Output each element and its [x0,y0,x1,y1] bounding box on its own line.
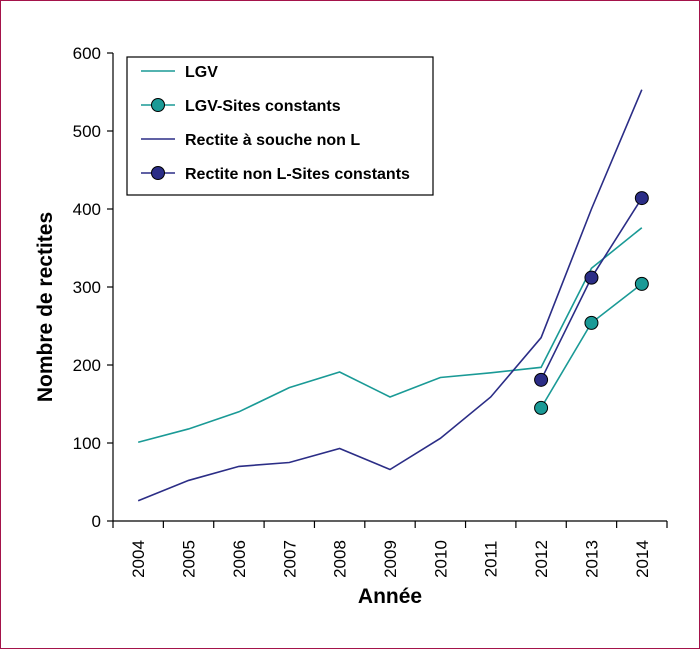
y-tick-label: 400 [73,200,101,219]
x-tick-label: 2005 [180,540,199,578]
series-line-lgv-sites-constants [540,283,643,409]
y-tick-label: 0 [92,512,101,531]
x-axis-title: Année [358,585,422,608]
data-point-lgv-sites-constants [634,276,649,291]
legend: LGV LGV-Sites constants Rectite à souche n… [126,56,434,196]
data-point-rectite-non-l-sites-constants [584,270,599,285]
y-tick-label: 300 [73,278,101,297]
x-tick-label: 2011 [482,541,501,578]
x-tick-label: 2010 [431,540,450,578]
legend-label: Rectite non L-Sites constants [185,166,410,183]
axes: 0 100 200 300 400 500 600 2004 2005 2006 2007 2008 2… [73,44,668,578]
legend-label: LGV-Sites constants [185,98,341,115]
data-point-rectite-non-l-sites-constants [534,372,549,387]
x-tick-label: 2014 [633,540,652,578]
legend-label: Rectite à souche non L [185,132,360,149]
x-tick-label: 2013 [582,540,601,578]
y-tick-label: 500 [73,122,101,141]
legend-swatch-marker [151,166,165,180]
x-tick-label: 2012 [532,540,551,578]
data-point-lgv-sites-constants [584,315,599,330]
legend-swatch-marker [151,98,165,112]
x-tick-label: 2008 [331,540,350,578]
series-layer [137,89,649,502]
x-tick-label: 2009 [381,540,400,578]
x-tick-label: 2006 [230,540,249,578]
series-line-lgv [137,227,643,443]
data-point-lgv-sites-constants [534,400,549,415]
legend-box [126,56,434,196]
y-tick-label: 100 [73,434,101,453]
series-line-rectite-a-souche-non-l [137,89,643,502]
y-tick-label: 200 [73,356,101,375]
data-point-rectite-non-l-sites-constants [634,191,649,206]
x-tick-label: 2007 [280,540,299,578]
series-line-rectite-non-l-sites-constants [540,197,643,381]
y-tick-label: 600 [73,44,101,63]
legend-label: LGV [185,64,218,81]
x-tick-label: 2004 [129,540,148,578]
y-axis-title: Nombre de rectites [34,212,57,402]
